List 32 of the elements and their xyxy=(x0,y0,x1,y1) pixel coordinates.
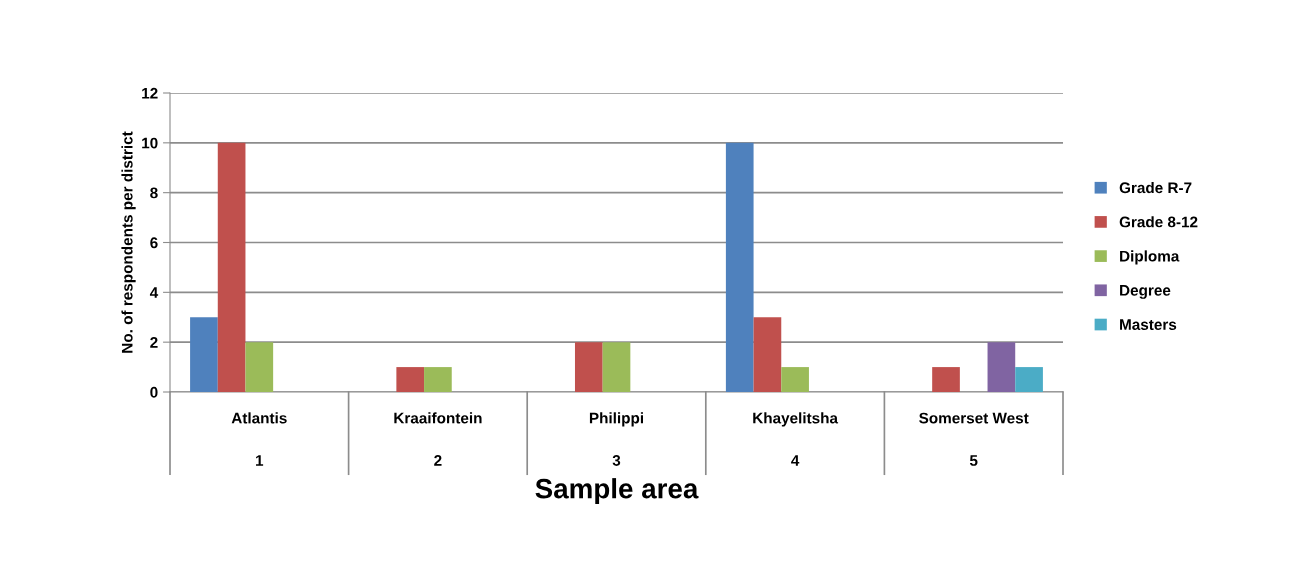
category-label: Atlantis 1 xyxy=(231,412,287,466)
bar xyxy=(424,367,452,392)
y-tick-label: 8 xyxy=(150,187,158,199)
x-axis-title: Sample area xyxy=(535,478,699,505)
legend-label: Grade 8-12 xyxy=(1119,216,1198,228)
y-tick-label: 6 xyxy=(150,237,158,249)
bar xyxy=(602,342,631,392)
legend-label: Masters xyxy=(1120,319,1177,330)
y-axis-title: No. of respondents per district xyxy=(121,131,136,353)
bar xyxy=(396,367,425,392)
category-label: Khayelitsha 4 xyxy=(753,412,839,466)
bar xyxy=(190,317,218,392)
bar xyxy=(217,142,246,392)
bar xyxy=(725,142,754,392)
bar xyxy=(753,317,782,392)
y-tick-label: 4 xyxy=(149,287,159,298)
y-tick-label: 10 xyxy=(142,137,158,149)
bar xyxy=(574,342,603,392)
bar xyxy=(932,367,960,392)
y-tick-label: 2 xyxy=(150,337,158,348)
bar xyxy=(987,342,1016,392)
y-tick-label: 0 xyxy=(150,386,158,398)
bar xyxy=(781,367,809,392)
y-tick-label: 12 xyxy=(142,87,158,99)
legend-label: Diploma xyxy=(1120,250,1180,265)
bar xyxy=(245,342,274,392)
legend-label: Degree xyxy=(1120,285,1171,299)
category-label: Kraaifontein 2 xyxy=(394,412,482,466)
legend-label: Grade R-7 xyxy=(1119,181,1192,194)
category-label: Philippi 3 xyxy=(589,412,643,466)
category-label: Somerset West 5 xyxy=(919,412,1029,466)
bar xyxy=(1015,367,1043,392)
